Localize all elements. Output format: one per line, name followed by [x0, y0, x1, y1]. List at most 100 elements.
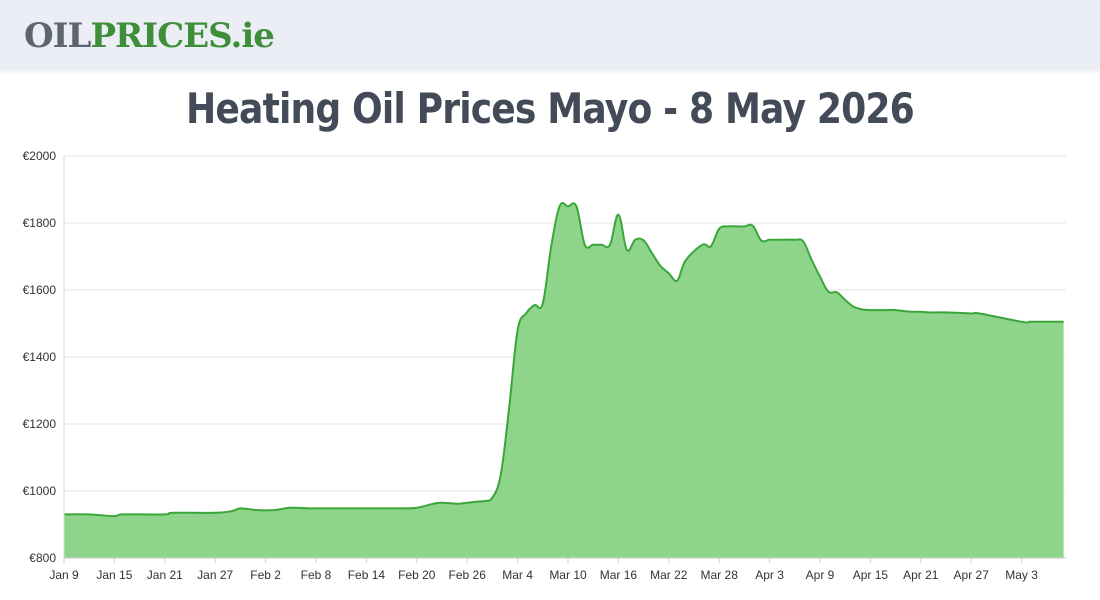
data-point[interactable]	[600, 243, 604, 247]
y-tick-label: €2000	[23, 149, 57, 163]
data-point[interactable]	[1028, 320, 1032, 324]
data-point[interactable]	[314, 506, 318, 510]
data-point[interactable]	[927, 310, 931, 314]
data-point[interactable]	[793, 238, 797, 242]
data-point[interactable]	[868, 308, 872, 312]
data-point[interactable]	[112, 514, 116, 518]
data-point[interactable]	[289, 506, 293, 510]
data-point[interactable]	[885, 308, 889, 312]
data-point[interactable]	[902, 309, 906, 313]
data-point[interactable]	[810, 258, 814, 262]
data-point[interactable]	[675, 279, 679, 283]
data-point[interactable]	[516, 328, 520, 332]
data-point[interactable]	[759, 238, 763, 242]
data-point[interactable]	[566, 204, 570, 208]
data-point[interactable]	[625, 248, 629, 252]
x-tick-label: Mar 4	[502, 568, 533, 582]
data-point[interactable]	[490, 496, 494, 500]
x-tick-label: Apr 3	[755, 568, 784, 582]
y-tick-label: €1200	[23, 417, 57, 431]
data-point[interactable]	[440, 501, 444, 505]
data-point[interactable]	[1045, 320, 1049, 324]
data-point[interactable]	[474, 500, 478, 504]
x-tick-label: Jan 9	[49, 568, 79, 582]
data-point[interactable]	[726, 224, 730, 228]
data-point[interactable]	[894, 308, 898, 312]
data-point[interactable]	[1020, 320, 1024, 324]
data-point[interactable]	[667, 271, 671, 275]
data-point[interactable]	[860, 307, 864, 311]
data-point[interactable]	[768, 238, 772, 242]
site-logo[interactable]: OILPRICES.ie	[24, 14, 275, 58]
data-point[interactable]	[163, 512, 167, 516]
data-point[interactable]	[801, 239, 805, 243]
data-point[interactable]	[919, 310, 923, 314]
series-line	[63, 202, 1064, 518]
data-point[interactable]	[415, 506, 419, 510]
data-point[interactable]	[608, 243, 612, 247]
data-point[interactable]	[499, 472, 503, 476]
data-point[interactable]	[818, 275, 822, 279]
data-point[interactable]	[213, 511, 217, 515]
data-point[interactable]	[532, 303, 536, 307]
data-point[interactable]	[524, 312, 528, 316]
data-point[interactable]	[910, 310, 914, 314]
data-point[interactable]	[776, 238, 780, 242]
data-point[interactable]	[87, 512, 91, 516]
data-point[interactable]	[717, 227, 721, 231]
x-tick-label: Mar 16	[600, 568, 638, 582]
data-point[interactable]	[272, 508, 276, 512]
data-point[interactable]	[684, 259, 688, 263]
data-point[interactable]	[171, 511, 175, 515]
data-point[interactable]	[978, 312, 982, 316]
data-point[interactable]	[591, 243, 595, 247]
data-point[interactable]	[507, 405, 511, 409]
data-point[interactable]	[642, 238, 646, 242]
data-point[interactable]	[969, 312, 973, 316]
x-tick-label: Feb 26	[449, 568, 487, 582]
data-point[interactable]	[633, 238, 637, 242]
data-point[interactable]	[583, 243, 587, 247]
data-point[interactable]	[558, 204, 562, 208]
data-point[interactable]	[843, 298, 847, 302]
data-point[interactable]	[121, 512, 125, 516]
data-point[interactable]	[650, 251, 654, 255]
data-point[interactable]	[457, 502, 461, 506]
data-point[interactable]	[574, 204, 578, 208]
data-point[interactable]	[398, 506, 402, 510]
x-tick-label: Mar 22	[650, 568, 688, 582]
data-point[interactable]	[432, 502, 436, 506]
price-chart: €800 €1000 €1200 €1400 €1600 €1800 €2000 Jan 9 J…	[23, 149, 1066, 582]
data-point[interactable]	[734, 224, 738, 228]
x-tick-label: Apr 27	[954, 568, 990, 582]
data-point[interactable]	[549, 244, 553, 248]
data-point[interactable]	[852, 305, 856, 309]
data-point[interactable]	[255, 508, 259, 512]
data-point[interactable]	[877, 308, 881, 312]
x-tick-label: Mar 28	[701, 568, 739, 582]
data-point[interactable]	[709, 244, 713, 248]
data-point[interactable]	[700, 243, 704, 247]
data-point[interactable]	[482, 499, 486, 503]
data-point[interactable]	[751, 224, 755, 228]
data-point[interactable]	[835, 290, 839, 294]
y-tick-label: €800	[29, 551, 56, 565]
data-point[interactable]	[541, 301, 545, 305]
data-point[interactable]	[742, 224, 746, 228]
data-point[interactable]	[658, 264, 662, 268]
x-tick-label: Feb 2	[250, 568, 281, 582]
data-point[interactable]	[1036, 320, 1040, 324]
logo-part-tld: .ie	[230, 16, 274, 56]
data-point[interactable]	[238, 506, 242, 510]
data-point[interactable]	[1053, 320, 1057, 324]
data-point[interactable]	[826, 290, 830, 294]
x-tick-label: May 3	[1005, 568, 1038, 582]
site-header: OILPRICES.ie	[0, 0, 1100, 70]
y-tick-label: €1000	[23, 484, 57, 498]
area-series	[63, 202, 1066, 559]
data-point[interactable]	[1062, 320, 1066, 324]
data-point[interactable]	[230, 509, 234, 513]
data-point[interactable]	[616, 213, 620, 217]
data-point[interactable]	[944, 310, 948, 314]
data-point[interactable]	[364, 506, 368, 510]
